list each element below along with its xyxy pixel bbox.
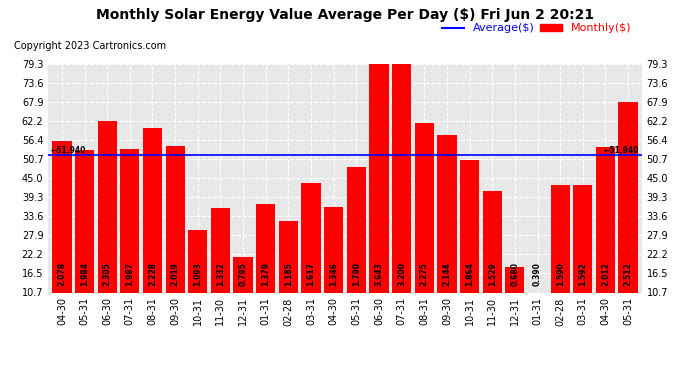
Text: 3.200: 3.200 xyxy=(397,262,406,286)
Text: 1.185: 1.185 xyxy=(284,262,293,286)
Bar xyxy=(528,292,547,293)
Bar xyxy=(460,160,479,292)
Text: 1.346: 1.346 xyxy=(329,262,338,286)
Text: ←51.940: ←51.940 xyxy=(50,146,86,155)
Text: 2.012: 2.012 xyxy=(601,262,610,286)
Text: 1.864: 1.864 xyxy=(465,262,474,286)
Text: 2.019: 2.019 xyxy=(170,262,179,286)
Text: Monthly Solar Energy Value Average Per Day ($) Fri Jun 2 20:21: Monthly Solar Energy Value Average Per D… xyxy=(96,8,594,21)
Bar xyxy=(346,167,366,292)
Bar xyxy=(97,121,117,292)
Bar xyxy=(75,150,94,292)
Text: 2.228: 2.228 xyxy=(148,262,157,286)
Text: 1.379: 1.379 xyxy=(262,262,270,286)
Text: 1.093: 1.093 xyxy=(193,262,202,286)
Bar xyxy=(279,222,298,292)
Text: 0.390: 0.390 xyxy=(533,262,542,286)
Text: 2.305: 2.305 xyxy=(103,262,112,286)
Text: 2.078: 2.078 xyxy=(57,262,66,286)
Bar xyxy=(233,256,253,292)
Text: 1.590: 1.590 xyxy=(555,262,564,286)
Text: 1.790: 1.790 xyxy=(352,262,361,286)
Bar xyxy=(505,267,524,292)
Text: 1.332: 1.332 xyxy=(216,262,225,286)
Bar xyxy=(52,141,72,292)
Bar xyxy=(596,147,615,292)
Text: 0.795: 0.795 xyxy=(239,262,248,286)
Bar xyxy=(211,208,230,292)
Bar xyxy=(392,40,411,292)
Text: 0.680: 0.680 xyxy=(511,262,520,286)
Text: 3.643: 3.643 xyxy=(375,262,384,286)
Text: 2.275: 2.275 xyxy=(420,262,428,286)
Bar xyxy=(415,123,434,292)
Text: 2.144: 2.144 xyxy=(442,262,451,286)
Text: 1.529: 1.529 xyxy=(488,262,497,286)
Legend: Average($), Monthly($): Average($), Monthly($) xyxy=(437,19,636,38)
Bar xyxy=(324,207,344,292)
Bar xyxy=(551,185,570,292)
Text: Copyright 2023 Cartronics.com: Copyright 2023 Cartronics.com xyxy=(14,41,166,51)
Bar xyxy=(618,102,638,292)
Text: ←51.940: ←51.940 xyxy=(604,146,640,155)
Text: 2.512: 2.512 xyxy=(624,262,633,286)
Text: 1.617: 1.617 xyxy=(306,262,315,286)
Bar xyxy=(188,230,208,292)
Text: 1.987: 1.987 xyxy=(126,262,135,286)
Bar xyxy=(302,183,321,292)
Text: 1.984: 1.984 xyxy=(80,262,89,286)
Text: 1.592: 1.592 xyxy=(578,262,587,286)
Bar xyxy=(120,149,139,292)
Bar xyxy=(143,128,162,292)
Bar xyxy=(256,204,275,292)
Bar xyxy=(166,146,185,292)
Bar xyxy=(573,185,593,292)
Bar xyxy=(369,0,388,292)
Bar xyxy=(437,135,457,292)
Bar xyxy=(482,190,502,292)
